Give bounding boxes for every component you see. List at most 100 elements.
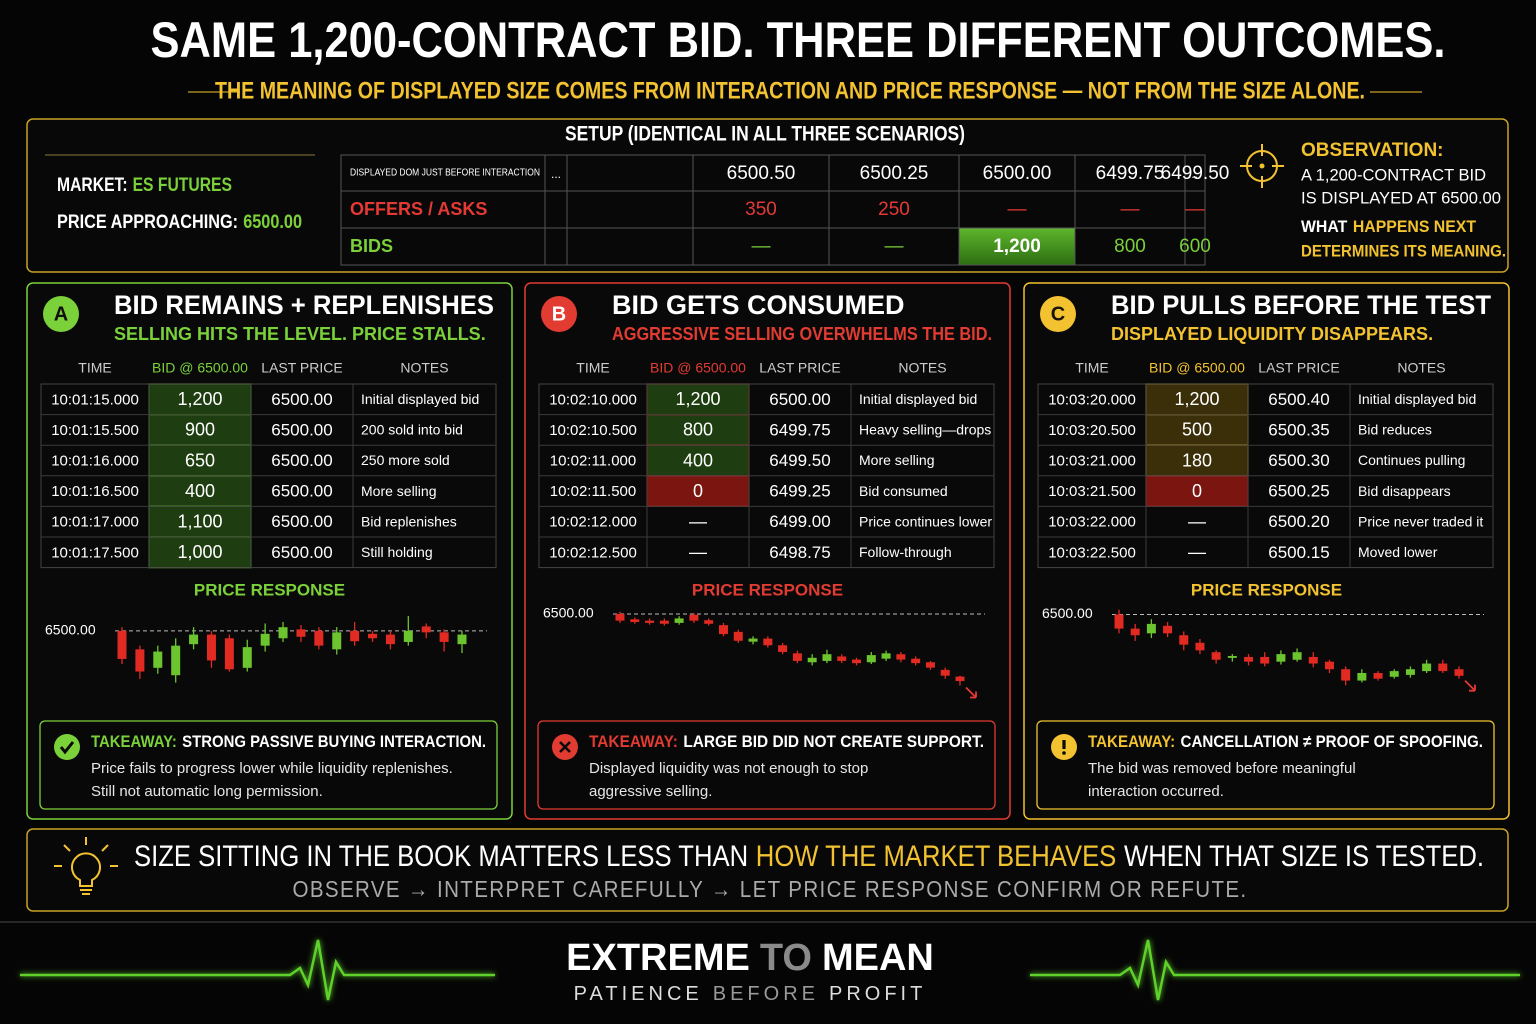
dom-table [340,154,1206,266]
candle-body [385,634,395,645]
cell-bid: 400 [683,450,713,470]
takeaway-detail: Still not automatic long permission. [91,783,323,800]
cell-last: 6498.75 [769,543,830,562]
bulb-ray [101,844,109,852]
scenario-panel [1023,282,1510,820]
candle-body [1405,669,1415,675]
takeaway-icon [59,741,75,755]
cell-bid: — [1188,511,1206,531]
dom-offer: 350 [745,199,777,220]
banner-headline-part: HOW THE MARKET BEHAVES [756,840,1116,873]
cell-notes: More selling [859,452,934,468]
scenario-title: BID PULLS BEFORE THE TEST [1111,290,1491,320]
cell-last: 6500.20 [1268,512,1329,531]
candle-body [1357,673,1367,681]
candle-body [314,630,324,646]
banner-sub: OBSERVE → INTERPRET CAREFULLY → LET PRIC… [293,876,1248,902]
cell-last: 6500.15 [1268,543,1329,562]
candle-body [1227,656,1237,658]
cell-time: 10:03:22.000 [1048,514,1136,531]
table-header: BID @ 6500.00 [152,360,248,376]
candle-body [153,651,163,668]
scenario-letter: A [54,303,68,325]
candle-body [1454,669,1464,676]
cell-time: 10:03:20.500 [1048,422,1136,439]
cell-time: 10:02:10.500 [549,422,637,439]
dom-ellipsis: ... [551,167,561,181]
dom-price: 6500.00 [983,163,1052,184]
trend-arrow [965,686,977,699]
candle-body [421,626,431,633]
dom-price: 6500.25 [860,163,929,184]
table-header: LAST PRICE [759,360,840,376]
cell-time: 10:02:11.000 [550,452,636,469]
candle-body [822,654,832,661]
scenario-subtitle: DISPLAYED LIQUIDITY DISAPPEARS. [1111,324,1433,344]
candle-body [1244,656,1254,662]
cell-notes: Moved lower [1358,544,1438,560]
candle-body [1292,652,1302,660]
bulb-ray [63,844,71,852]
candle-body [911,658,921,664]
cell-last: 6499.75 [769,420,830,439]
takeaway-text-part: CANCELLATION ≠ PROOF OF SPOOFING. [1181,732,1483,751]
scenario-panel [524,282,1011,820]
cell-notes: 250 more sold [361,452,450,468]
cell-last: 6500.35 [1268,420,1329,439]
cell-last: 6499.50 [769,451,830,470]
cell-time: 10:03:22.500 [1048,544,1136,561]
subtitle: THE MEANING OF DISPLAYED SIZE COMES FROM… [215,77,1365,104]
cell-notes: More selling [361,483,436,499]
candle-body [135,649,145,672]
candle-body [278,627,288,639]
cell-time: 10:01:17.000 [51,514,139,531]
bid-cell [646,475,750,507]
cell-last: 6500.40 [1268,390,1329,409]
offers-label: OFFERS / ASKS [350,199,487,219]
cell-bid: 1,000 [177,542,222,562]
takeaway-detail: Price fails to progress lower while liqu… [91,760,453,777]
cell-notes: Bid reduces [1358,422,1432,438]
scenario-badge [43,296,79,332]
candle-body [704,620,714,624]
cell-time: 10:01:15.000 [51,391,139,408]
table-header: TIME [1075,360,1108,376]
candle-body [117,630,127,659]
market-part: MARKET: [57,175,128,196]
cell-last: 6500.25 [1268,482,1329,501]
table-header: NOTES [1397,360,1445,376]
candle-body [1422,663,1432,672]
bid-cell [148,444,252,477]
cell-time: 10:01:15.500 [51,422,139,439]
cell-time: 10:02:11.500 [550,483,636,500]
price-approaching-part: 6500.00 [243,212,302,233]
candle-body [925,662,935,668]
cell-last: 6500.00 [271,451,332,470]
candle-body [896,654,906,660]
candle-body [1276,654,1286,662]
observation-text: IS DISPLAYED AT 6500.00 [1301,188,1501,207]
candle-body [674,618,684,623]
candle-body [1308,656,1318,664]
dom-price: 6500.50 [727,163,796,184]
candle-body [1179,635,1189,645]
takeaway-detail: aggressive selling. [589,783,712,800]
brand-name-part: EXTREME [566,937,750,979]
heartbeat-left [20,939,495,1001]
dom-ellipsis: ... [1188,167,1198,181]
dom-offer: — [1008,199,1027,220]
chart-title: PRICE RESPONSE [194,580,345,599]
market: MARKET:ES FUTURES [57,175,232,196]
cell-bid: 900 [185,420,215,440]
dom-bid: — [885,236,904,257]
cell-notes: Price never traded it [1358,513,1483,529]
candle-body [1438,663,1448,672]
dom-offer: — [1121,199,1140,220]
takeaway-detail: interaction occurred. [1088,783,1224,800]
cell-bid: — [689,511,707,531]
banner-headline-part: WHEN THAT SIZE IS TESTED. [1124,840,1484,873]
candle-body [457,634,467,645]
main-title: SAME 1,200-CONTRACT BID. THREE DIFFERENT… [151,12,1446,68]
price-approaching: PRICE APPROACHING:6500.00 [57,212,302,233]
cell-time: 10:03:20.000 [1048,391,1136,408]
